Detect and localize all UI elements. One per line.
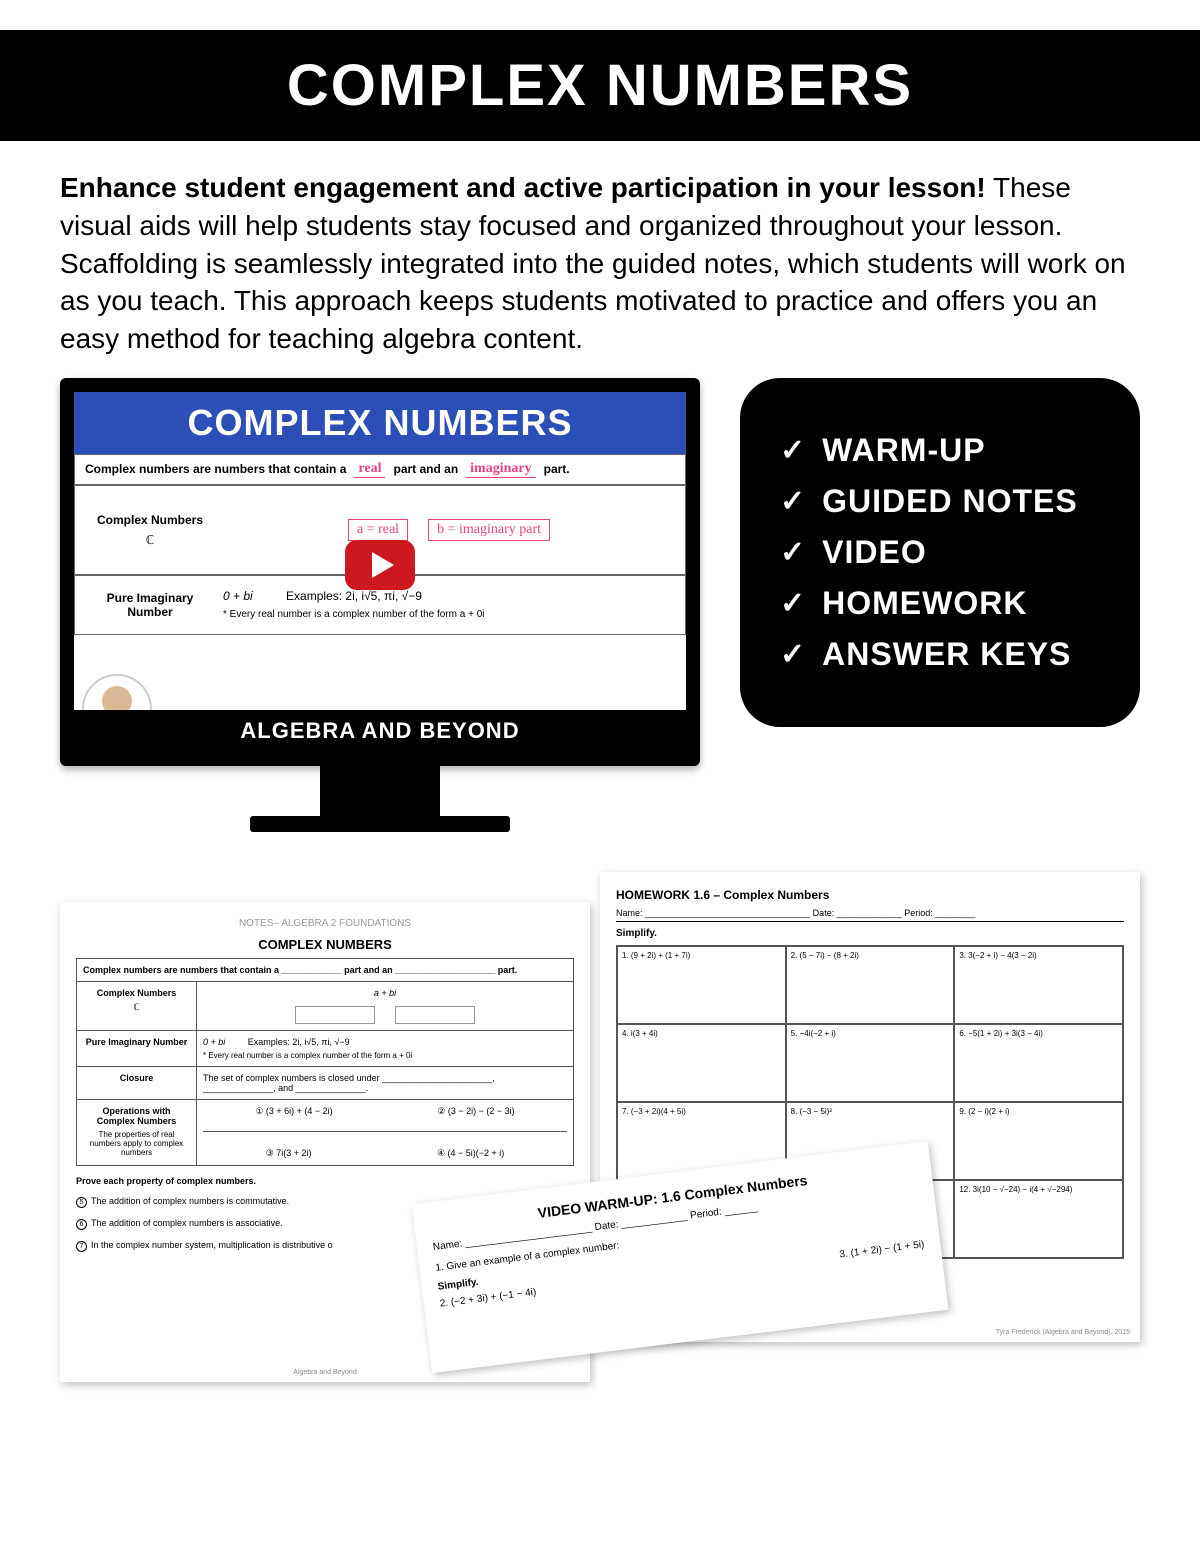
hero-row: COMPLEX NUMBERS Complex numbers are numb… (0, 378, 1200, 832)
intro-text: Enhance student engagement and active pa… (0, 141, 1200, 378)
slide-def-suffix: part. (544, 462, 570, 476)
slide-row2-form: 0 + bi (223, 589, 253, 603)
notes-subtitle: NOTES– ALGEBRA 2 FOUNDATIONS (76, 918, 574, 929)
notes-def: Complex numbers are numbers that contain… (77, 958, 574, 981)
notes-r2e: Examples: 2i, i√5, πi, √−9 (248, 1037, 350, 1047)
play-button-icon[interactable] (345, 540, 415, 590)
check-icon: ✓ (780, 637, 806, 672)
notes-r4l: Operations with Complex Numbers (83, 1106, 190, 1126)
notes-r2-body: 0 + bi Examples: 2i, i√5, πi, √−9 * Ever… (197, 1030, 574, 1066)
notes-ops: ① (3 + 6i) + (4 − 2i) ② (3 − 2i) − (2 − … (197, 1099, 574, 1165)
feature-warmup: ✓ WARM-UP (780, 432, 1100, 469)
notes-r2l: Pure Imaginary Number (77, 1030, 197, 1066)
slide-title: COMPLEX NUMBERS (74, 392, 686, 454)
video-monitor: COMPLEX NUMBERS Complex numbers are numb… (60, 378, 700, 832)
blank-box (395, 1006, 475, 1024)
notes-r1s: ℂ (83, 1002, 190, 1013)
notes-r1-body: a + bi (197, 981, 574, 1030)
slide-a-real: a = real (348, 519, 408, 541)
slide-blank-imag: imaginary (466, 461, 535, 478)
monitor-screen: COMPLEX NUMBERS Complex numbers are numb… (74, 392, 686, 752)
slide-b-imag: b = imaginary part (428, 519, 550, 541)
hw-cell: 2. (5 − 7i) − (8 + 2i) (786, 946, 955, 1024)
notes-r4-label: Operations with Complex Numbers The prop… (77, 1099, 197, 1165)
features-box: ✓WARM-UP ✓GUIDED NOTES ✓VIDEO ✓HOMEWORK … (740, 378, 1140, 727)
hw-footer: Tyra Frederick (Algebra and Beyond), 201… (996, 1329, 1130, 1336)
slide-label-complex: Complex Numbers ℂ (85, 513, 215, 547)
slide-row2-label: Pure Imaginary Number (85, 591, 215, 619)
hw-section: Simplify. (616, 928, 1124, 939)
slide-row1-label: Complex Numbers (85, 513, 215, 527)
notes-r2f: 0 + bi (203, 1037, 225, 1047)
notes-table: Complex numbers are numbers that contain… (76, 958, 574, 1166)
hw-cell: 5. −4i(−2 + i) (786, 1024, 955, 1102)
monitor-frame: COMPLEX NUMBERS Complex numbers are numb… (60, 378, 700, 766)
slide-row2-note: * Every real number is a complex number … (223, 609, 675, 620)
check-icon: ✓ (780, 535, 806, 570)
notes-r3t: The set of complex numbers is closed und… (197, 1066, 574, 1099)
feature-guided-notes: ✓ GUIDED NOTES (780, 483, 1100, 520)
p6-text: The addition of complex numbers is assoc… (91, 1218, 283, 1228)
hw-cell: 1. (9 + 2i) + (1 + 7i) (617, 946, 786, 1024)
notes-r1l: Complex Numbers (83, 988, 190, 998)
notes-r2n: * Every real number is a complex number … (203, 1051, 567, 1060)
warmup-q3: 3. (1 + 2i) − (1 + 5i) (839, 1239, 925, 1260)
notes-op2: ② (3 − 2i) − (2 − 3i) (437, 1106, 514, 1117)
feature-answer-keys: ✓ ANSWER KEYS (780, 636, 1100, 673)
slide-row1-sym: ℂ (85, 533, 215, 547)
feature-label: WARM-UP (822, 432, 985, 469)
page-title: COMPLEX NUMBERS (0, 52, 1200, 119)
slide-def-mid: part and an (393, 462, 458, 476)
notes-r1f: a + bi (203, 988, 567, 998)
slide-footer: ALGEBRA AND BEYOND (74, 710, 686, 752)
notes-op3: ③ 7i(3 + 2i) (266, 1148, 312, 1159)
check-icon: ✓ (780, 484, 806, 519)
notes-footer: Algebra and Beyond (293, 1369, 356, 1376)
slide-def-prefix: Complex numbers are numbers that contain… (85, 462, 346, 476)
notes-r3l: Closure (77, 1066, 197, 1099)
feature-label: ANSWER KEYS (822, 636, 1071, 673)
page-header: COMPLEX NUMBERS (0, 30, 1200, 141)
intro-bold: Enhance student engagement and active pa… (60, 172, 986, 203)
hw-cell: 3. 3(−2 + i) − 4(3 − 2i) (954, 946, 1123, 1024)
feature-label: VIDEO (822, 534, 927, 571)
check-icon: ✓ (780, 433, 806, 468)
hw-cell: 4. i(3 + 4i) (617, 1024, 786, 1102)
hw-title: HOMEWORK 1.6 – Complex Numbers (616, 888, 1124, 902)
check-icon: ✓ (780, 586, 806, 621)
blank-box (295, 1006, 375, 1024)
prove-heading: Prove each property of complex numbers. (76, 1176, 574, 1186)
notes-r4s: The properties of real numbers apply to … (83, 1130, 190, 1157)
monitor-stand (320, 766, 440, 816)
slide-blank-real: real (354, 461, 385, 478)
hw-cell: 6. −5(1 + 2i) + 3i(3 − 4i) (954, 1024, 1123, 1102)
notes-title: COMPLEX NUMBERS (76, 937, 574, 952)
p5-text: The addition of complex numbers is commu… (91, 1196, 289, 1206)
notes-op4: ④ (4 − 5i)(−2 + i) (437, 1148, 504, 1159)
p7-text: In the complex number system, multiplica… (91, 1240, 333, 1250)
feature-label: GUIDED NOTES (822, 483, 1078, 520)
hw-cell: 12. 3i(10 − √−24) − i(4 + √−294) (954, 1180, 1123, 1258)
feature-label: HOMEWORK (822, 585, 1027, 622)
worksheets-area: NOTES– ALGEBRA 2 FOUNDATIONS COMPLEX NUM… (0, 872, 1200, 1432)
hw-cell: 9. (2 − i)(2 + i) (954, 1102, 1123, 1180)
slide-def-row: Complex numbers are numbers that contain… (74, 454, 686, 485)
hw-meta: Name: _________________________________ … (616, 908, 1124, 922)
monitor-base (250, 816, 510, 832)
feature-homework: ✓ HOMEWORK (780, 585, 1100, 622)
notes-op1: ① (3 + 6i) + (4 − 2i) (255, 1106, 332, 1117)
feature-video: ✓ VIDEO (780, 534, 1100, 571)
slide-row2-ex: Examples: 2i, i√5, πi, √−9 (286, 589, 422, 603)
notes-r1-label: Complex Numbers ℂ (77, 981, 197, 1030)
